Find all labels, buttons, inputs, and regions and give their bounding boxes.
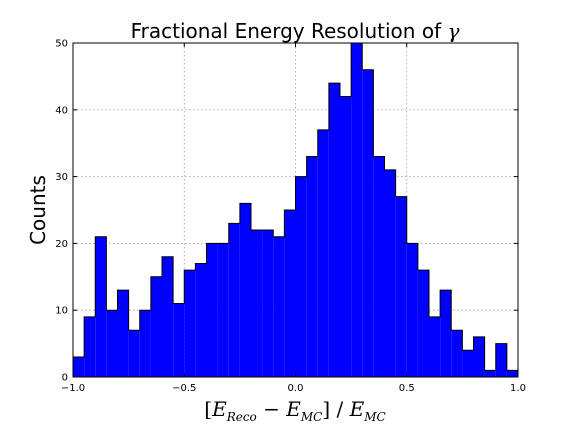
histogram-bar bbox=[451, 330, 463, 377]
y-tick-label: 0 bbox=[62, 373, 68, 384]
histogram-outline bbox=[72, 42, 519, 377]
histogram-bar bbox=[228, 223, 240, 377]
histogram-bar bbox=[106, 310, 118, 377]
plot-frame bbox=[72, 42, 519, 378]
histogram-bar bbox=[262, 230, 274, 377]
histogram-bar bbox=[117, 290, 129, 377]
histogram-bar bbox=[340, 96, 352, 377]
histogram-bar bbox=[162, 256, 174, 377]
histogram-bar bbox=[128, 330, 140, 377]
histogram-bar bbox=[306, 156, 318, 377]
histogram-bar bbox=[73, 356, 85, 377]
histogram-bar bbox=[150, 276, 162, 377]
y-tick-label: 30 bbox=[55, 172, 68, 183]
histogram-bar bbox=[506, 370, 518, 377]
histogram-bar bbox=[217, 243, 229, 377]
labels-layer: −1.0 −0.5 0.0 0.5 1.0 0 10 20 30 40 50 bbox=[55, 39, 526, 395]
histogram-bar bbox=[384, 169, 396, 377]
histogram-bar bbox=[373, 156, 385, 377]
histogram-bar bbox=[206, 243, 218, 377]
histogram-bar bbox=[84, 316, 96, 377]
y-tick-label: 20 bbox=[55, 239, 68, 250]
histogram-bar bbox=[440, 290, 452, 377]
histogram-bar bbox=[251, 230, 263, 377]
histogram-bar bbox=[295, 176, 307, 377]
histogram-bar bbox=[184, 270, 196, 377]
bars-layer bbox=[72, 42, 519, 377]
histogram-bar bbox=[195, 263, 207, 377]
x-tick-label: −0.5 bbox=[172, 383, 196, 394]
x-tick-label: −1.0 bbox=[61, 383, 85, 394]
histogram-bar bbox=[473, 336, 485, 377]
histogram-bar bbox=[429, 316, 441, 377]
histogram-bar bbox=[284, 210, 296, 377]
histogram-bar bbox=[239, 203, 251, 377]
histogram-bar bbox=[495, 343, 507, 377]
x-tick-label: 1.0 bbox=[510, 383, 526, 394]
y-tick-label: 40 bbox=[55, 105, 68, 116]
histogram-bar bbox=[362, 69, 374, 377]
histogram-bar bbox=[273, 236, 285, 377]
y-axis-label: Counts bbox=[26, 175, 50, 245]
y-tick-label: 50 bbox=[55, 39, 68, 50]
histogram-bar bbox=[317, 129, 329, 377]
histogram-bar bbox=[173, 303, 185, 377]
histogram-bar bbox=[328, 83, 340, 377]
y-tick-label: 10 bbox=[55, 306, 68, 317]
histogram-bar bbox=[139, 310, 151, 377]
histogram-bar bbox=[351, 43, 363, 377]
histogram-bar bbox=[417, 270, 429, 377]
histogram-bar bbox=[395, 196, 407, 377]
histogram-bar bbox=[406, 243, 418, 377]
x-tick-label: 0.5 bbox=[399, 383, 415, 394]
x-axis-label: [EReco − EMC] / EMC bbox=[204, 397, 385, 424]
histogram-bar bbox=[95, 236, 107, 377]
histogram-bar bbox=[462, 350, 474, 377]
x-tick-label: 0.0 bbox=[288, 383, 304, 394]
histogram-bar bbox=[484, 370, 496, 377]
chart-title: Fractional Energy Resolution of γ bbox=[131, 19, 460, 43]
